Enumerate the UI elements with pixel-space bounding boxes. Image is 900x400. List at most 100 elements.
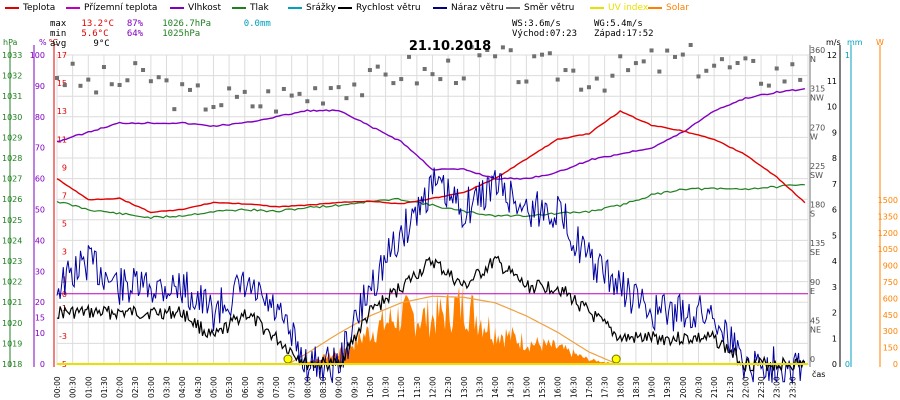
wind-dir-point — [242, 89, 247, 94]
tick-temperature: 7 — [62, 191, 67, 200]
tick-solar: 300 — [883, 327, 898, 336]
wind-dir-point — [555, 77, 560, 82]
chart-title: 21.10.2018 — [408, 39, 492, 54]
tick-time: 01:00 — [84, 376, 93, 398]
wind-dir-point — [673, 54, 678, 59]
wind-dir-point — [266, 89, 271, 94]
tick-time: 21:30 — [726, 376, 735, 398]
wind-dir-point — [101, 65, 106, 70]
wind-dir-point — [532, 54, 537, 59]
tick-time: 05:30 — [225, 376, 234, 398]
legend-item: Směr větru — [506, 3, 574, 13]
tick-wind-dir: 270 — [810, 123, 825, 132]
legend-item: Teplota — [5, 3, 55, 13]
tick-time: 18:00 — [616, 376, 625, 398]
tick-wind-speed: 9 — [832, 128, 837, 137]
tick-wind-dir: NW — [810, 94, 824, 103]
stats-avg-temp: 9°C — [93, 39, 110, 49]
tick-pressure: 1028 — [2, 154, 22, 163]
legend-item: Rychlost větru — [338, 3, 421, 13]
tick-time: 04:00 — [178, 376, 187, 398]
tick-time: 08:30 — [319, 376, 328, 398]
legend-label: UV index — [608, 3, 649, 13]
tick-time: 06:30 — [256, 376, 265, 398]
tick-humidity: 0 — [40, 360, 45, 369]
stats-min-hum: 64% — [126, 29, 144, 39]
tick-pressure: 1019 — [2, 339, 22, 348]
tick-wind-dir: E — [810, 287, 815, 296]
legend-label: Vlhkost — [188, 3, 221, 13]
tick-time: 22:00 — [741, 376, 750, 398]
tick-time: 02:00 — [116, 376, 125, 398]
legend-label: Směr větru — [524, 3, 575, 13]
wind-dir-point — [86, 77, 91, 82]
wind-dir-point — [148, 79, 153, 84]
tick-wind-dir: 225 — [810, 162, 825, 171]
tick-wind-speed: 2 — [832, 309, 837, 318]
tick-wind-dir: SE — [810, 248, 820, 257]
tick-wind-speed: 3 — [832, 283, 837, 292]
wind-dir-point — [790, 62, 795, 67]
wind-dir-point — [680, 52, 685, 57]
tick-wind-speed: 4 — [832, 257, 837, 266]
wind-dir-point — [313, 86, 318, 91]
tick-temperature: -1 — [59, 304, 67, 313]
wind-dir-point — [727, 65, 732, 70]
axis-unit-w: W — [876, 38, 884, 47]
tick-time: 23:00 — [773, 376, 782, 398]
wind-dir-point — [328, 86, 333, 91]
axis-unit-hpa: hPa — [3, 38, 18, 47]
wind-dir-point — [719, 57, 724, 62]
tick-wind-speed: 12 — [827, 51, 837, 60]
tick-time: 09:00 — [335, 376, 344, 398]
tick-wind-speed: 1 — [832, 334, 837, 343]
tick-pressure: 1031 — [2, 92, 22, 101]
tick-pressure: 1023 — [2, 257, 22, 266]
wind-dir-point — [430, 72, 435, 77]
wind-dir-point — [547, 51, 552, 56]
wind-dir-point — [485, 47, 490, 52]
tick-time: 00:00 — [53, 376, 62, 398]
legend: Teplota Přízemní teplota Vlhkost Tlak Srážky… — [0, 0, 900, 18]
tick-humidity: 50 — [35, 206, 45, 215]
tick-pressure: 1025 — [2, 216, 22, 225]
legend-label: Tlak — [250, 3, 269, 13]
wind-dir-point — [461, 76, 466, 81]
tick-time: 07:00 — [272, 376, 281, 398]
legend-swatch — [5, 6, 19, 9]
tick-time: 14:00 — [491, 376, 500, 398]
legend-swatch — [338, 6, 352, 9]
tick-humidity: 70 — [35, 144, 45, 153]
tick-solar: 150 — [883, 344, 898, 353]
wind-dir-point — [227, 86, 232, 91]
wind-dir-point — [156, 75, 161, 80]
legend-swatch — [648, 6, 662, 9]
wind-dir-point — [399, 77, 404, 82]
wind-dir-point — [219, 103, 224, 108]
stats-max-press: 1026.7hPa — [162, 19, 212, 29]
tick-humidity: 10 — [35, 329, 45, 338]
wind-dir-point — [407, 54, 412, 59]
tick-time: 19:30 — [663, 376, 672, 398]
legend-swatch — [590, 6, 604, 9]
tick-wind-speed: 11 — [827, 77, 837, 86]
tick-solar: 0 — [893, 360, 898, 369]
legend-label: Solar — [666, 3, 689, 13]
wind-dir-point — [563, 68, 568, 73]
wind-speed-line — [56, 255, 806, 373]
wind-dir-point — [55, 75, 59, 80]
tick-time: 16:00 — [554, 376, 563, 398]
axis-unit-degc: °C — [48, 38, 58, 47]
legend-label: Náraz větru — [451, 3, 504, 13]
tick-time: 12:00 — [429, 376, 438, 398]
wind-dir-point — [297, 91, 302, 96]
tick-time: 17:30 — [601, 376, 610, 398]
tick-temperature: 13 — [57, 107, 67, 116]
tick-pressure: 1020 — [2, 319, 22, 328]
stats-max-hum: 87% — [126, 19, 144, 29]
wind-dir-point — [798, 77, 803, 82]
tick-time: 07:30 — [288, 376, 297, 398]
wind-dir-point — [649, 48, 654, 53]
wind-dir-point — [438, 77, 443, 82]
